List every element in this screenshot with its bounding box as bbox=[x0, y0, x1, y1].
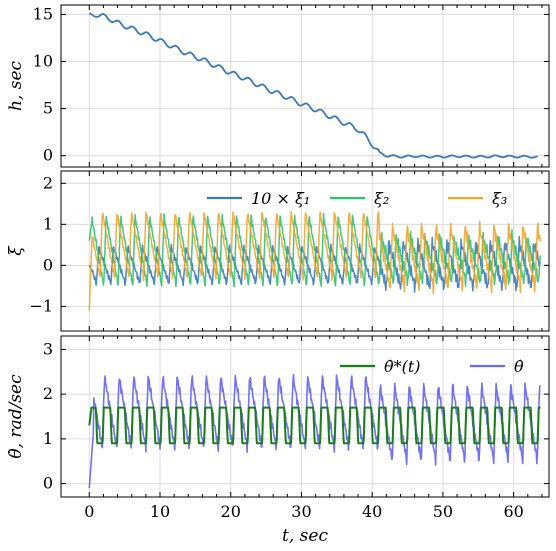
x-axis-label: t, sec bbox=[282, 526, 328, 546]
y-tick-label: −1 bbox=[29, 296, 53, 315]
legend: θ̇*(t) θ̇ bbox=[340, 357, 524, 376]
y-axis-label: θ̇, rad/sec bbox=[6, 374, 26, 459]
panel-2: −1 0 1 2 ξ 10 × ξ₁ ξ₂ ξ₃ bbox=[6, 170, 550, 332]
y-tick-label: 1 bbox=[43, 429, 53, 448]
y-tick-label: 0 bbox=[43, 255, 53, 274]
y-tick-label: 3 bbox=[43, 339, 53, 358]
y-axis-label: ξ bbox=[6, 245, 26, 256]
x-tick-label: 40 bbox=[362, 502, 382, 521]
y-axis-label: h, sec bbox=[6, 60, 26, 111]
legend-label: ξ₂ bbox=[374, 189, 389, 208]
y-tick-label: 5 bbox=[43, 99, 53, 118]
axes-frame bbox=[60, 170, 550, 332]
y-tick-label: 2 bbox=[43, 384, 53, 403]
legend-label: θ̇*(t) bbox=[384, 357, 421, 376]
legend-label: θ̇ bbox=[514, 357, 524, 376]
y-tick-label: 0 bbox=[43, 146, 53, 165]
x-tick-label: 10 bbox=[150, 502, 170, 521]
series-theta-ref bbox=[88, 406, 542, 445]
x-tick-label: 60 bbox=[503, 502, 523, 521]
series-theta-dot bbox=[88, 373, 541, 489]
series-xi-2 bbox=[88, 212, 541, 288]
legend-label: 10 × ξ₁ bbox=[251, 189, 310, 208]
series-xi-1 bbox=[88, 235, 541, 293]
legend: 10 × ξ₁ ξ₂ ξ₃ bbox=[207, 189, 507, 208]
y-tick-label: 10 bbox=[33, 52, 53, 71]
y-tick-label: 15 bbox=[33, 4, 53, 23]
panel-1: 0 5 10 15 h, sec bbox=[6, 4, 550, 168]
x-tick-label: 20 bbox=[221, 502, 241, 521]
x-tick-label: 30 bbox=[291, 502, 311, 521]
x-tick-label: 0 bbox=[84, 502, 94, 521]
y-tick-label: 2 bbox=[43, 173, 53, 192]
legend-label: ξ₃ bbox=[492, 189, 507, 208]
axes-frame bbox=[60, 4, 550, 168]
y-tick-label: 0 bbox=[43, 474, 53, 493]
axes-frame bbox=[60, 335, 550, 498]
series-h-line bbox=[89, 12, 538, 159]
y-tick-label: 1 bbox=[43, 214, 53, 233]
x-tick-label: 50 bbox=[433, 502, 453, 521]
series-xi-3 bbox=[88, 211, 541, 311]
